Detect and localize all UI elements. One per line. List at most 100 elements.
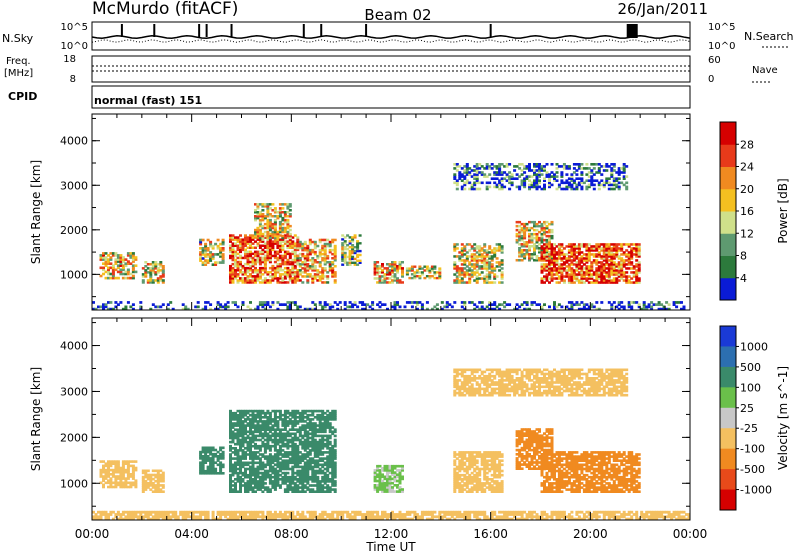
data-cell: [587, 271, 591, 274]
data-cell: [298, 471, 302, 475]
data-cell: [490, 257, 494, 260]
data-cell: [468, 167, 472, 170]
data-cell: [263, 447, 267, 450]
data-cell: [478, 253, 482, 256]
data-cell: [293, 465, 297, 469]
data-cell: [278, 413, 282, 417]
data-cell: [283, 262, 287, 266]
data-cell: [251, 262, 255, 266]
data-cell: [278, 256, 282, 260]
data-cell: [620, 301, 624, 304]
data-cell: [528, 245, 531, 248]
data-cell: [637, 251, 641, 254]
data-cell: [209, 259, 213, 262]
data-cell: [244, 236, 247, 239]
data-cell: [348, 242, 352, 245]
data-cell: [286, 484, 290, 487]
data-cell: [261, 303, 265, 306]
cpid-panel-frame: [91, 85, 691, 109]
data-cell: [311, 281, 315, 284]
data-cell: [256, 234, 260, 237]
data-cell: [268, 465, 272, 469]
data-cell: [605, 263, 609, 266]
data-cell: [555, 267, 559, 270]
data-cell: [266, 271, 270, 274]
data-cell: [144, 486, 148, 489]
data-cell: [298, 420, 302, 423]
data-cell: [602, 271, 606, 274]
data-cell: [266, 254, 270, 258]
data-cell: [266, 236, 270, 239]
data-cell: [438, 275, 442, 278]
data-cell: [298, 273, 302, 276]
data-cell: [291, 426, 295, 429]
data-cell: [415, 271, 419, 274]
data-cell: [131, 483, 135, 487]
data-cell: [548, 265, 551, 268]
data-cell: [254, 420, 257, 423]
data-cell: [278, 457, 282, 460]
data-cell: [465, 165, 469, 168]
data-cell: [231, 469, 235, 473]
data-cell: [278, 264, 282, 268]
data-cell: [216, 457, 220, 460]
data-cell: [156, 469, 160, 473]
data-cell: [585, 307, 589, 311]
data-cell: [538, 303, 541, 306]
data-cell: [520, 303, 524, 306]
data-cell: [543, 220, 546, 224]
data-cell: [271, 254, 275, 258]
data-cell: [258, 465, 262, 469]
data-cell: [460, 305, 464, 309]
data-cell: [229, 256, 232, 260]
data-cell: [149, 275, 153, 278]
data-cell: [326, 261, 330, 264]
freq-tick-high: 18: [63, 54, 76, 65]
data-cell: [231, 438, 235, 442]
data-cell: [590, 273, 594, 276]
data-cell: [326, 303, 330, 306]
data-cell: [239, 434, 242, 438]
data-cell: [557, 185, 561, 189]
data-cell: [263, 473, 267, 477]
data-cell: [500, 261, 504, 264]
data-cell: [131, 475, 135, 478]
data-cell: [326, 459, 330, 462]
data-cell: [261, 484, 265, 487]
data-cell: [224, 303, 228, 306]
data-cell: [523, 228, 527, 232]
data-cell: [612, 181, 616, 185]
data-cell: [254, 279, 257, 282]
data-cell: [263, 303, 267, 306]
data-cell: [572, 249, 576, 252]
data-cell: [306, 482, 310, 485]
data-cell: [381, 303, 384, 306]
data-cell: [254, 442, 257, 446]
data-cell: [632, 301, 636, 304]
data-cell: [331, 269, 335, 272]
data-cell: [562, 187, 566, 191]
data-cell: [570, 179, 574, 182]
data-cell: [468, 273, 472, 276]
data-cell: [268, 224, 272, 228]
data-cell: [236, 424, 240, 427]
data-cell: [219, 461, 223, 464]
data-cell: [303, 432, 307, 436]
data-cell: [518, 224, 522, 228]
data-cell: [572, 243, 576, 246]
data-cell: [321, 248, 325, 252]
data-cell: [622, 271, 626, 274]
data-cell: [518, 243, 522, 246]
data-cell: [301, 248, 305, 252]
data-cell: [595, 179, 599, 182]
data-cell: [455, 279, 459, 282]
data-cell: [124, 258, 128, 261]
data-cell: [249, 424, 252, 427]
data-cell: [268, 213, 272, 216]
data-cell: [249, 426, 252, 429]
data-cell: [480, 253, 484, 256]
data-cell: [246, 430, 250, 434]
data-cell: [592, 279, 596, 282]
data-cell: [291, 301, 295, 304]
data-cell: [298, 438, 302, 442]
